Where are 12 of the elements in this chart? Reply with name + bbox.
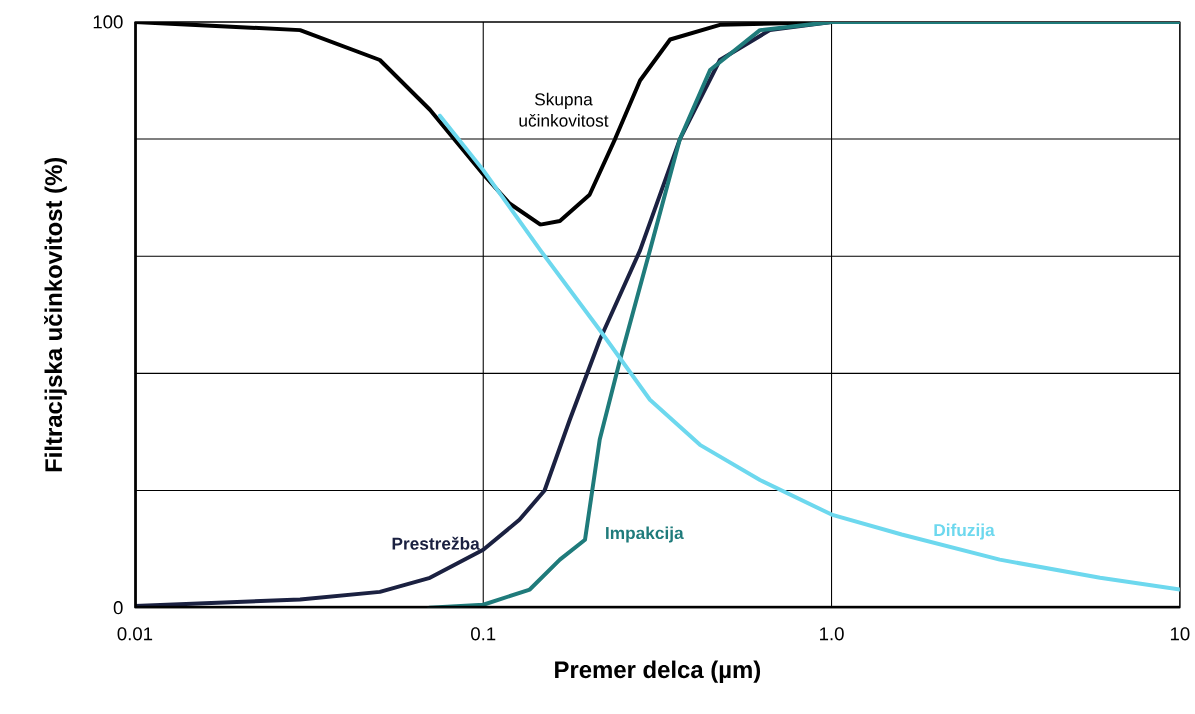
y-tick-label: 0 [113,600,123,615]
x-tick-label: 10 [1170,627,1190,641]
x-axis-title: Premer delca (µm) [555,660,761,683]
series-label: Difuzija [934,523,995,540]
y-tick-label: 100 [93,15,123,29]
x-tick-label: 1.0 [820,627,844,641]
series-label: Impakcija [606,526,684,543]
series-label: Prestrežba [392,536,480,550]
y-axis-title: Filtracijska učinkovitost (%) [44,157,67,472]
x-tick-label: 0.01 [117,627,153,641]
x-tick-label: 0.1 [471,627,496,641]
series-label: Skupna učinkovitost [519,92,609,127]
